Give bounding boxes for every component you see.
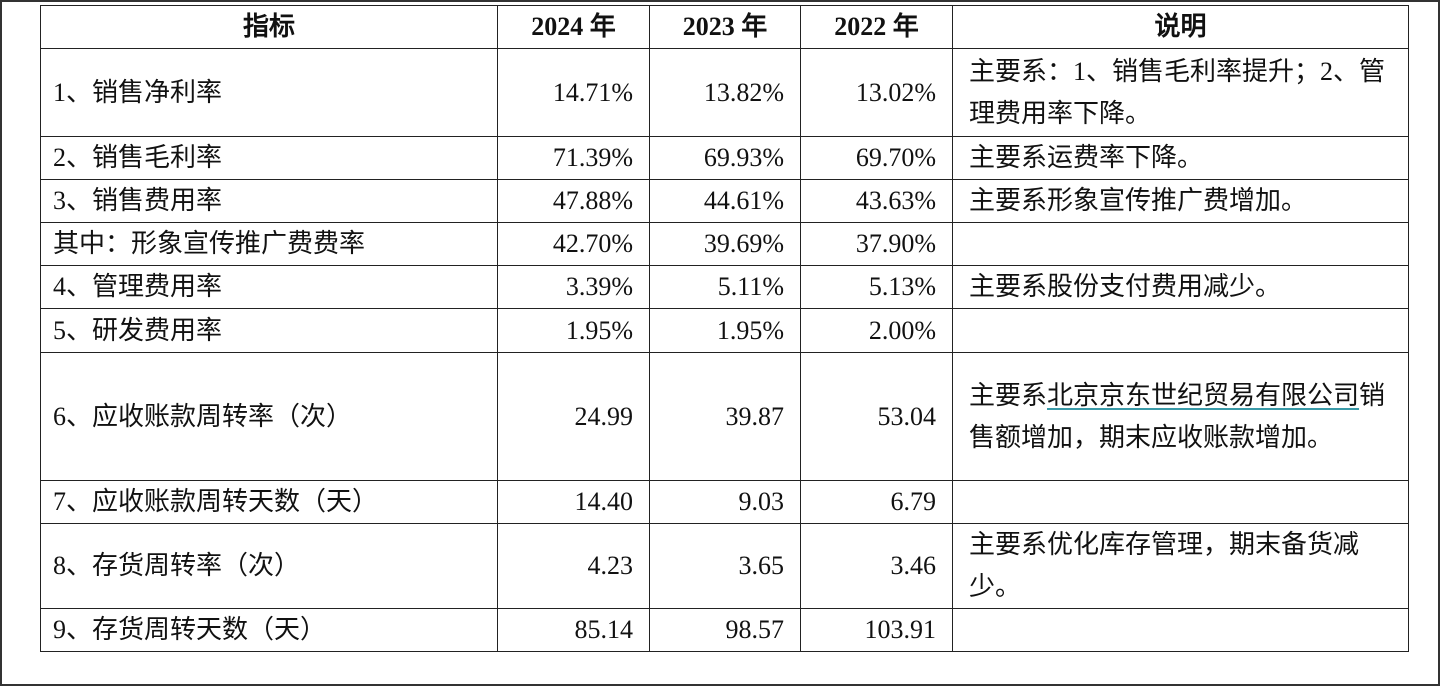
value-cell: 13.82% bbox=[649, 48, 801, 137]
note-cell bbox=[952, 480, 1409, 524]
value-cell: 3.46 bbox=[800, 523, 953, 609]
value-cell: 39.69% bbox=[649, 222, 801, 266]
value-cell: 24.99 bbox=[497, 352, 650, 481]
value-cell: 5.11% bbox=[649, 265, 801, 309]
metric-cell: 8、存货周转率（次） bbox=[40, 523, 498, 609]
metric-cell: 5、研发费用率 bbox=[40, 308, 498, 353]
value-cell: 71.39% bbox=[497, 136, 650, 180]
value-cell: 3.65 bbox=[649, 523, 801, 609]
note-cell bbox=[952, 608, 1409, 652]
table-row: 9、存货周转天数（天） 85.14 98.57 103.91 bbox=[40, 608, 1409, 652]
header-cell: 2024 年 bbox=[497, 5, 650, 49]
table-row: 5、研发费用率 1.95% 1.95% 2.00% bbox=[40, 308, 1409, 353]
note-cell bbox=[952, 222, 1409, 266]
table-row: 4、管理费用率 3.39% 5.11% 5.13% 主要系股份支付费用减少。 bbox=[40, 265, 1409, 309]
header-cell: 指标 bbox=[40, 5, 498, 49]
table-row: 1、销售净利率 14.71% 13.82% 13.02% 主要系：1、销售毛利率提升；2… bbox=[40, 48, 1409, 137]
note-cell: 主要系股份支付费用减少。 bbox=[952, 265, 1409, 309]
header-cell: 2022 年 bbox=[800, 5, 953, 49]
value-cell: 9.03 bbox=[649, 480, 801, 524]
note-link: 北京京东世纪贸易有限公司 bbox=[1047, 380, 1360, 410]
value-cell: 39.87 bbox=[649, 352, 801, 481]
metric-cell: 6、应收账款周转率（次） bbox=[40, 352, 498, 481]
table-row: 8、存货周转率（次） 4.23 3.65 3.46 主要系优化库存管理，期末备货减少。 bbox=[40, 523, 1409, 609]
value-cell: 6.79 bbox=[800, 480, 953, 524]
note-cell: 主要系运费率下降。 bbox=[952, 136, 1409, 180]
note-cell: 主要系北京京东世纪贸易有限公司销售额增加，期末应收账款增加。 bbox=[952, 352, 1409, 481]
note-cell: 主要系优化库存管理，期末备货减少。 bbox=[952, 523, 1409, 609]
value-cell: 14.40 bbox=[497, 480, 650, 524]
value-cell: 37.90% bbox=[800, 222, 953, 266]
header-row: 指标 2024 年 2023 年 2022 年 说明 bbox=[40, 5, 1409, 49]
note-cell: 主要系形象宣传推广费增加。 bbox=[952, 179, 1409, 223]
note-cell: 主要系：1、销售毛利率提升；2、管理费用率下降。 bbox=[952, 48, 1409, 137]
metric-cell: 其中：形象宣传推广费费率 bbox=[40, 222, 498, 266]
value-cell: 85.14 bbox=[497, 608, 650, 652]
metric-cell: 1、销售净利率 bbox=[40, 48, 498, 137]
value-cell: 1.95% bbox=[497, 308, 650, 353]
value-cell: 69.93% bbox=[649, 136, 801, 180]
note-text: 主要系 bbox=[969, 380, 1048, 410]
value-cell: 5.13% bbox=[800, 265, 953, 309]
note-cell bbox=[952, 308, 1409, 353]
metric-cell: 2、销售毛利率 bbox=[40, 136, 498, 180]
metric-cell: 7、应收账款周转天数（天） bbox=[40, 480, 498, 524]
value-cell: 43.63% bbox=[800, 179, 953, 223]
metric-cell: 4、管理费用率 bbox=[40, 265, 498, 309]
value-cell: 14.71% bbox=[497, 48, 650, 137]
value-cell: 13.02% bbox=[800, 48, 953, 137]
value-cell: 44.61% bbox=[649, 179, 801, 223]
header-cell: 2023 年 bbox=[649, 5, 801, 49]
table-row: 7、应收账款周转天数（天） 14.40 9.03 6.79 bbox=[40, 480, 1409, 524]
metric-cell: 3、销售费用率 bbox=[40, 179, 498, 223]
table-row: 其中：形象宣传推广费费率 42.70% 39.69% 37.90% bbox=[40, 222, 1409, 266]
table-row: 6、应收账款周转率（次） 24.99 39.87 53.04 主要系北京京东世纪贸易有限… bbox=[40, 352, 1409, 481]
value-cell: 1.95% bbox=[649, 308, 801, 353]
metric-cell: 9、存货周转天数（天） bbox=[40, 608, 498, 652]
value-cell: 98.57 bbox=[649, 608, 801, 652]
value-cell: 47.88% bbox=[497, 179, 650, 223]
note-text: 销售额增加，期末应收账款增加。 bbox=[969, 380, 1386, 452]
value-cell: 3.39% bbox=[497, 265, 650, 309]
value-cell: 2.00% bbox=[800, 308, 953, 353]
metrics-table: 指标 2024 年 2023 年 2022 年 说明 1、销售净利率 14.71%… bbox=[40, 5, 1409, 652]
header-cell: 说明 bbox=[952, 5, 1409, 49]
table-row: 2、销售毛利率 71.39% 69.93% 69.70% 主要系运费率下降。 bbox=[40, 136, 1409, 180]
value-cell: 42.70% bbox=[497, 222, 650, 266]
table-header: 指标 2024 年 2023 年 2022 年 说明 bbox=[40, 5, 1409, 49]
table-body: 1、销售净利率 14.71% 13.82% 13.02% 主要系：1、销售毛利率提升；2… bbox=[40, 48, 1409, 652]
value-cell: 4.23 bbox=[497, 523, 650, 609]
table-row: 3、销售费用率 47.88% 44.61% 43.63% 主要系形象宣传推广费增加。 bbox=[40, 179, 1409, 223]
value-cell: 53.04 bbox=[800, 352, 953, 481]
value-cell: 69.70% bbox=[800, 136, 953, 180]
value-cell: 103.91 bbox=[800, 608, 953, 652]
